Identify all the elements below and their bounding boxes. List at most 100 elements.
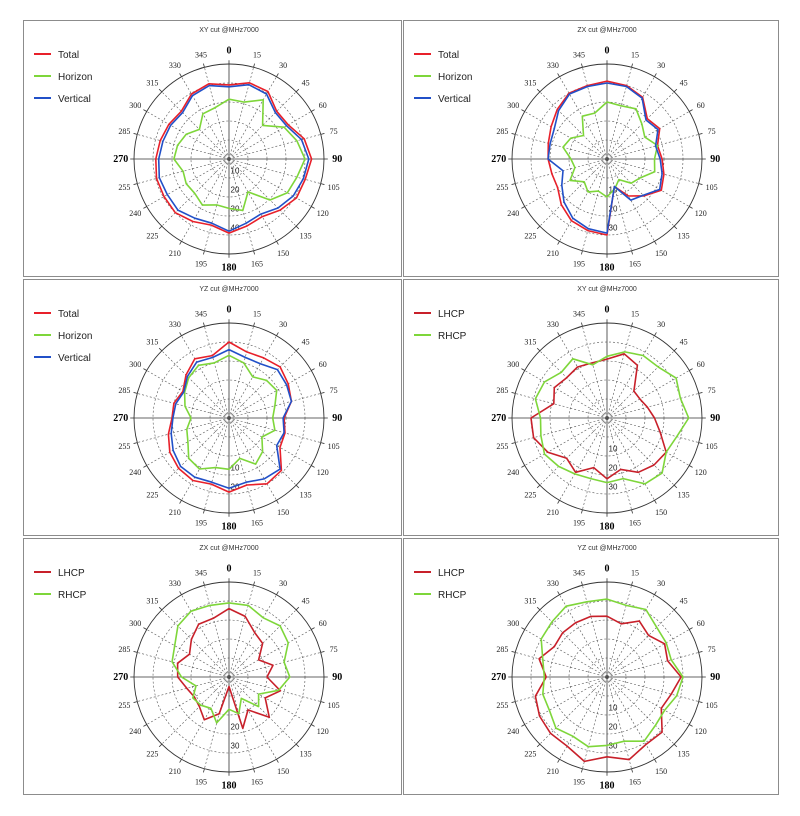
angle-tick-label: 90 (710, 672, 720, 683)
angle-tick-label: 285 (118, 386, 130, 395)
angle-tick-label: 345 (573, 309, 585, 318)
angle-tick-label: 150 (277, 767, 289, 776)
grid-spoke (161, 158, 230, 227)
tick-mark (631, 63, 633, 68)
grid-spoke (228, 370, 312, 419)
angle-tick-label: 150 (655, 767, 667, 776)
angle-tick-label: 270 (491, 154, 506, 165)
radial-tick-label: 30 (609, 482, 618, 491)
grid-spoke (606, 676, 699, 702)
grid-spoke (582, 676, 608, 769)
tick-mark (320, 133, 325, 135)
angle-tick-label: 330 (547, 320, 559, 329)
angle-tick-label: 315 (524, 337, 536, 346)
tick-mark (133, 651, 138, 653)
angle-tick-label: 30 (657, 579, 665, 588)
angle-tick-label: 285 (496, 386, 508, 395)
tick-mark (203, 509, 205, 514)
radial-tick-label: 20 (609, 463, 618, 472)
legend-label: Vertical (58, 353, 91, 364)
tick-mark (511, 651, 516, 653)
angle-tick-label: 225 (146, 750, 158, 759)
legend-label: RHCP (58, 590, 87, 601)
tick-mark (203, 63, 205, 68)
angle-tick-label: 255 (496, 701, 508, 710)
angle-tick-label: 240 (507, 468, 519, 477)
tick-mark (203, 250, 205, 255)
tick-mark (143, 206, 147, 209)
angle-tick-label: 150 (655, 249, 667, 258)
tick-mark (698, 183, 703, 185)
angle-tick-label: 15 (631, 50, 639, 59)
angle-tick-label: 120 (695, 727, 707, 736)
tick-mark (311, 724, 315, 727)
grid-spoke (228, 585, 254, 678)
tick-mark (311, 368, 315, 371)
angle-tick-label: 225 (524, 750, 536, 759)
tick-mark (143, 724, 147, 727)
tick-mark (511, 183, 516, 185)
tick-mark (673, 743, 678, 748)
series-line (173, 98, 306, 212)
polar-grid (130, 578, 328, 776)
tick-mark (654, 73, 657, 77)
angle-tick-label: 60 (319, 619, 327, 628)
angle-tick-label: 270 (113, 413, 128, 424)
legend-label: Horizon (438, 72, 472, 83)
angle-tick-label: 315 (524, 78, 536, 87)
angle-tick-label: 300 (129, 101, 141, 110)
tick-mark (143, 109, 147, 112)
series-line (157, 83, 310, 232)
angle-tick-label: 180 (600, 521, 615, 532)
angle-tick-label: 75 (708, 386, 716, 395)
tick-mark (673, 347, 678, 352)
angle-tick-label: 60 (319, 360, 327, 369)
angle-tick-label: 195 (195, 778, 207, 787)
series-line (167, 341, 293, 493)
tick-mark (654, 332, 657, 336)
tick-mark (320, 442, 325, 444)
angle-tick-label: 15 (631, 568, 639, 577)
angle-tick-label: 225 (524, 232, 536, 241)
angle-tick-label: 195 (573, 778, 585, 787)
angle-tick-label: 345 (573, 568, 585, 577)
radial-tick-label: 20 (609, 722, 618, 731)
tick-mark (253, 250, 255, 255)
tick-mark (203, 581, 205, 586)
series-line (534, 351, 690, 485)
grid-spoke (515, 676, 608, 702)
angle-tick-label: 0 (227, 564, 232, 575)
polar-grid (130, 319, 328, 517)
angle-tick-label: 165 (251, 260, 263, 269)
tick-mark (276, 332, 279, 336)
grid-spoke (204, 417, 230, 510)
angle-tick-label: 165 (251, 778, 263, 787)
angle-tick-label: 120 (695, 209, 707, 218)
legend-label: LHCP (58, 568, 85, 579)
angle-tick-label: 165 (629, 778, 641, 787)
tick-mark (133, 392, 138, 394)
series-line (530, 353, 668, 480)
radial-tick-label: 10 (609, 444, 618, 453)
tick-mark (654, 759, 657, 763)
tick-mark (581, 322, 583, 327)
series-line (547, 80, 665, 236)
angle-tick-label: 210 (547, 767, 559, 776)
angle-tick-label: 225 (146, 232, 158, 241)
angle-tick-label: 15 (253, 568, 261, 577)
angle-tick-label: 105 (706, 442, 718, 451)
angle-tick-label: 315 (524, 596, 536, 605)
grid-spoke (539, 609, 608, 678)
angle-tick-label: 225 (146, 491, 158, 500)
series-line (171, 602, 291, 724)
angle-tick-label: 165 (629, 260, 641, 269)
tick-mark (276, 591, 279, 595)
tick-mark (253, 63, 255, 68)
tick-mark (557, 332, 560, 336)
tick-mark (320, 392, 325, 394)
tick-mark (158, 606, 163, 611)
grid-spoke (515, 134, 608, 160)
tick-mark (689, 206, 693, 209)
angle-tick-label: 225 (524, 491, 536, 500)
tick-mark (276, 241, 279, 245)
